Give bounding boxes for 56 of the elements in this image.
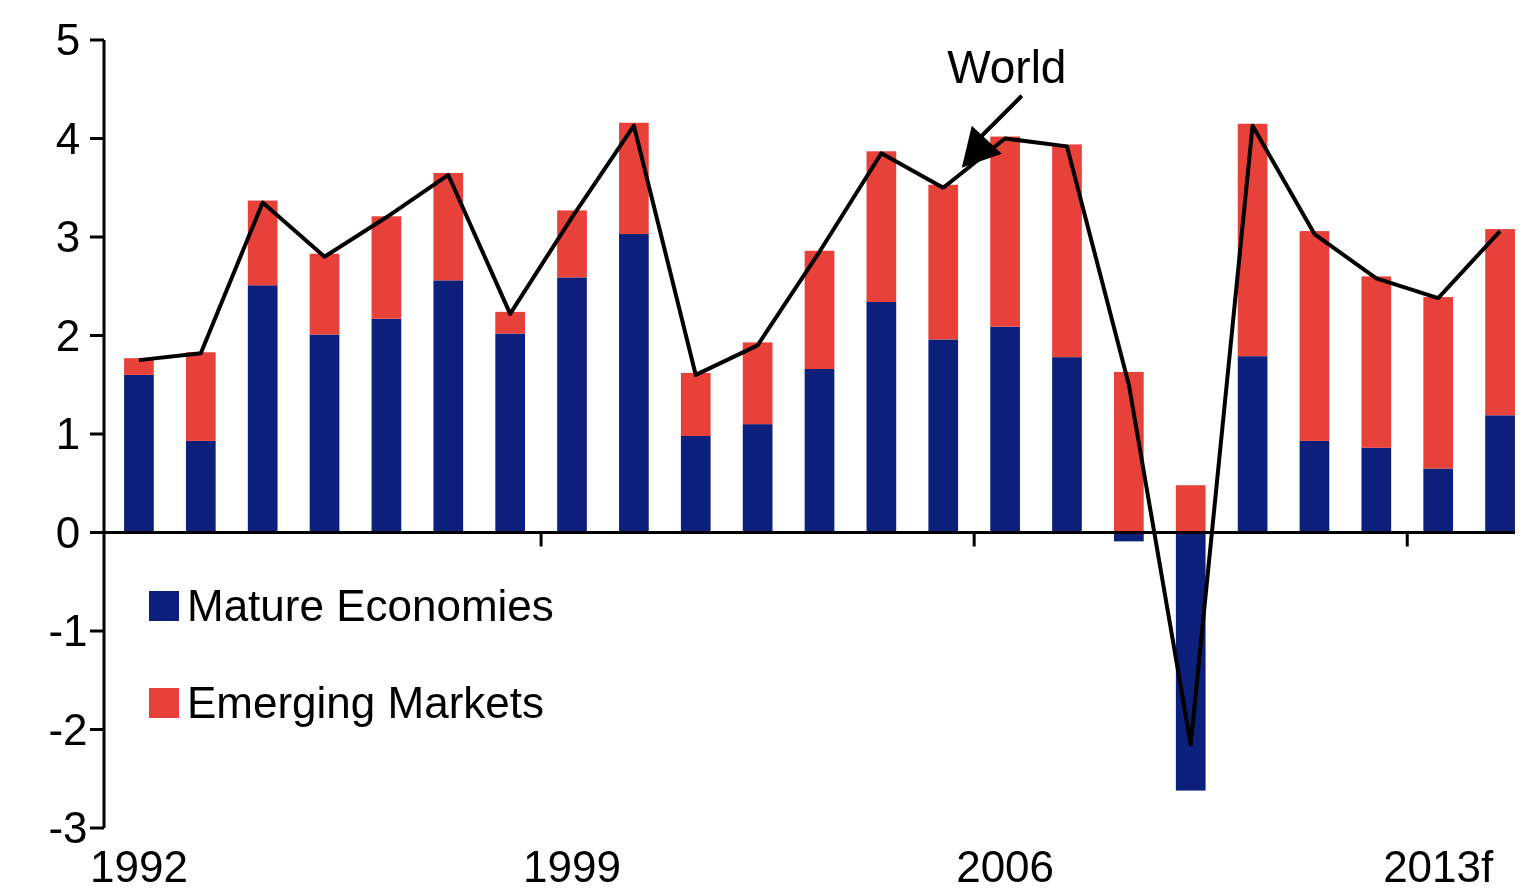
bar bbox=[1423, 297, 1454, 469]
bar bbox=[928, 339, 959, 533]
bar bbox=[619, 234, 649, 533]
bar bbox=[1485, 229, 1515, 416]
legend-label: Emerging Markets bbox=[187, 678, 545, 727]
bar bbox=[804, 250, 835, 369]
bar bbox=[495, 333, 525, 533]
bar bbox=[742, 342, 773, 425]
bar bbox=[866, 151, 897, 303]
bar bbox=[309, 334, 340, 533]
bar bbox=[124, 374, 154, 533]
bar bbox=[804, 368, 835, 533]
x-tick-label: 1999 bbox=[523, 842, 621, 891]
bar bbox=[495, 311, 525, 334]
bar bbox=[433, 280, 464, 533]
bar bbox=[1299, 231, 1330, 441]
y-tick-label: 4 bbox=[55, 113, 81, 163]
bar bbox=[185, 440, 216, 533]
bar bbox=[742, 424, 773, 533]
bar bbox=[1052, 357, 1082, 533]
bar bbox=[433, 172, 464, 281]
series-label: World bbox=[947, 40, 1067, 93]
y-tick-label: -2 bbox=[48, 704, 88, 754]
bar bbox=[680, 372, 711, 436]
y-tick-label: 0 bbox=[55, 507, 81, 557]
bar bbox=[1423, 468, 1454, 533]
bar bbox=[185, 352, 216, 441]
bar bbox=[1052, 144, 1082, 358]
y-tick-label: 3 bbox=[55, 212, 81, 262]
y-tick-label: -1 bbox=[48, 606, 88, 656]
bar bbox=[1361, 276, 1392, 448]
bar bbox=[309, 253, 340, 335]
x-tick-label: 1992 bbox=[89, 842, 188, 891]
bar bbox=[557, 210, 587, 278]
y-tick-label: 2 bbox=[55, 310, 81, 360]
bar bbox=[247, 200, 278, 286]
bar bbox=[1299, 440, 1330, 533]
y-tick-label: -3 bbox=[48, 803, 88, 853]
bar bbox=[928, 184, 959, 340]
bar bbox=[866, 302, 897, 533]
bar bbox=[1114, 371, 1144, 533]
bar bbox=[1237, 356, 1268, 533]
bar bbox=[1361, 447, 1392, 533]
y-tick-label: 1 bbox=[55, 409, 81, 459]
bar bbox=[1175, 485, 1206, 533]
x-tick-label: 2006 bbox=[956, 842, 1055, 891]
bar bbox=[371, 216, 402, 319]
bar bbox=[1485, 415, 1515, 533]
bar bbox=[557, 277, 587, 533]
bar bbox=[371, 318, 402, 533]
bar bbox=[990, 326, 1020, 533]
bar bbox=[680, 435, 711, 533]
y-tick-label: 5 bbox=[55, 15, 81, 65]
bar bbox=[247, 285, 278, 533]
legend-label: Mature Economies bbox=[187, 581, 554, 630]
x-tick-label: 2013f bbox=[1383, 842, 1495, 891]
